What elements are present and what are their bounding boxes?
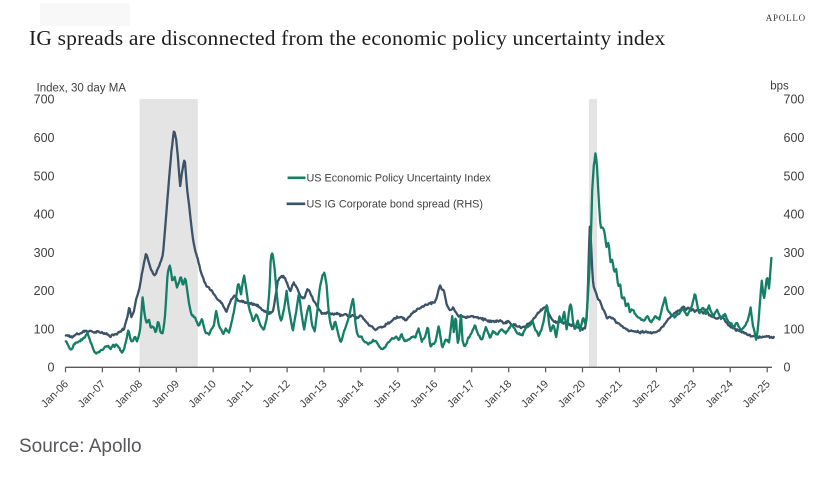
svg-text:Jan-24: Jan-24: [704, 378, 736, 410]
svg-text:Jan-12: Jan-12: [260, 378, 292, 410]
svg-text:US IG Corporate bond spread (R: US IG Corporate bond spread (RHS): [307, 199, 483, 211]
svg-text:600: 600: [784, 131, 805, 145]
svg-text:Jan-06: Jan-06: [39, 378, 71, 410]
svg-text:Index, 30 day MA: Index, 30 day MA: [37, 83, 127, 95]
svg-text:300: 300: [784, 246, 805, 260]
svg-text:Jan-20: Jan-20: [556, 378, 588, 410]
svg-text:US Economic Policy Uncertainty: US Economic Policy Uncertainty Index: [307, 173, 492, 185]
svg-text:Jan-14: Jan-14: [334, 378, 366, 410]
svg-text:bps: bps: [770, 80, 789, 92]
svg-text:200: 200: [34, 284, 55, 298]
svg-text:400: 400: [784, 208, 805, 222]
svg-text:Jan-08: Jan-08: [113, 378, 145, 410]
svg-text:500: 500: [784, 169, 805, 183]
svg-text:Jan-18: Jan-18: [482, 378, 514, 410]
svg-text:0: 0: [48, 361, 55, 375]
svg-text:Jan-17: Jan-17: [445, 378, 477, 410]
svg-text:Jan-07: Jan-07: [76, 378, 108, 410]
svg-text:Jan-16: Jan-16: [408, 378, 440, 410]
svg-text:Jan-22: Jan-22: [630, 378, 662, 410]
svg-text:0: 0: [784, 361, 791, 375]
svg-text:300: 300: [34, 246, 55, 260]
svg-text:Jan-25: Jan-25: [741, 378, 773, 410]
svg-text:200: 200: [784, 284, 805, 298]
svg-text:Jan-19: Jan-19: [519, 378, 551, 410]
svg-text:100: 100: [34, 322, 55, 336]
svg-text:Jan-09: Jan-09: [150, 378, 182, 410]
svg-text:Jan-21: Jan-21: [593, 378, 625, 410]
svg-text:600: 600: [34, 131, 55, 145]
svg-text:700: 700: [34, 93, 55, 107]
svg-text:500: 500: [34, 169, 55, 183]
svg-text:Jan-15: Jan-15: [371, 378, 403, 410]
svg-text:Jan-10: Jan-10: [187, 378, 219, 410]
svg-text:Jan-23: Jan-23: [667, 378, 699, 410]
svg-text:Jan-13: Jan-13: [297, 378, 329, 410]
svg-text:100: 100: [784, 322, 805, 336]
svg-text:Jan-11: Jan-11: [224, 378, 256, 410]
svg-text:700: 700: [784, 93, 805, 107]
svg-text:400: 400: [34, 208, 55, 222]
